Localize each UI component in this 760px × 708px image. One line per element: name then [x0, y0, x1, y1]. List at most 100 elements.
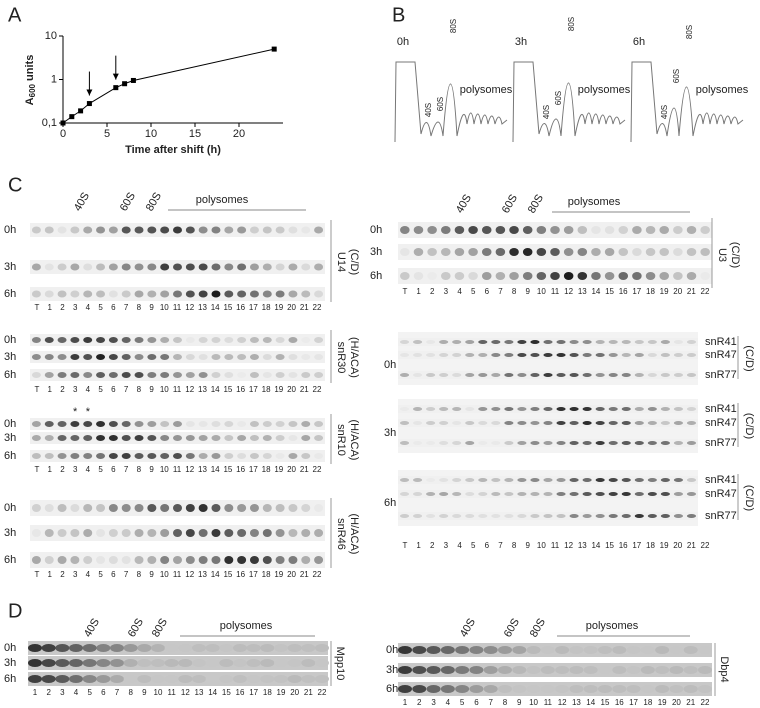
lane-label: 15 — [223, 465, 232, 474]
band — [121, 556, 131, 564]
band — [185, 290, 195, 298]
band — [82, 659, 97, 667]
band — [439, 407, 449, 411]
band — [543, 514, 553, 518]
band — [440, 666, 455, 674]
polysomes-label: polysomes — [196, 194, 249, 206]
band — [478, 421, 488, 425]
band — [465, 514, 475, 518]
band — [491, 340, 501, 344]
lane-label: 5 — [98, 465, 103, 474]
time-label: 6h — [4, 673, 16, 685]
band — [31, 556, 41, 564]
band — [412, 646, 427, 654]
band — [491, 492, 501, 496]
arrow-head — [112, 73, 119, 80]
band — [582, 340, 592, 344]
band — [498, 685, 512, 693]
band — [288, 453, 298, 459]
band — [426, 421, 436, 425]
band — [70, 556, 80, 564]
band — [673, 441, 683, 445]
lane-label: 5 — [460, 698, 465, 707]
lane-label: 7 — [124, 570, 129, 579]
fraction-label: 40S — [72, 190, 92, 213]
lane-label: 15 — [605, 541, 614, 550]
time-label: 0h — [4, 418, 16, 430]
lane-label: 20 — [287, 303, 296, 312]
lane-label: 7 — [124, 303, 129, 312]
band — [686, 248, 697, 256]
band — [634, 353, 644, 357]
band — [595, 340, 605, 344]
band — [275, 263, 285, 271]
band — [556, 340, 566, 344]
band — [69, 644, 83, 652]
band — [301, 226, 311, 234]
lane-label: 18 — [262, 385, 271, 394]
band — [137, 675, 152, 683]
band — [185, 435, 195, 441]
band — [441, 272, 451, 280]
band — [28, 644, 42, 652]
band — [28, 659, 42, 667]
band — [645, 248, 656, 256]
peak-label: 40S — [424, 103, 433, 117]
band — [530, 407, 540, 411]
band — [426, 685, 441, 693]
band — [634, 421, 644, 425]
band — [96, 354, 106, 360]
protein-name: Mpp10 — [334, 647, 346, 681]
band — [249, 529, 259, 537]
band — [108, 263, 118, 271]
band — [660, 340, 670, 344]
band — [517, 407, 527, 411]
band — [517, 514, 527, 518]
lane-label: 21 — [687, 287, 696, 296]
band — [121, 435, 131, 441]
band — [621, 340, 631, 344]
band — [555, 646, 570, 654]
lane-label: 18 — [262, 465, 271, 474]
band — [70, 372, 80, 378]
band — [249, 421, 259, 427]
lane-label: 15 — [601, 698, 610, 707]
band — [96, 675, 111, 683]
band — [612, 685, 627, 693]
y-axis-label-part: 600 — [28, 83, 37, 97]
band — [413, 492, 423, 496]
band — [512, 666, 527, 674]
band — [426, 492, 436, 496]
rna-name: snR77 — [705, 510, 737, 522]
band — [399, 441, 410, 445]
band — [412, 666, 427, 674]
time-label: 0h — [386, 644, 398, 656]
band — [399, 353, 410, 357]
band — [621, 407, 631, 411]
band — [198, 354, 208, 360]
lane-label: 13 — [578, 541, 587, 550]
lane-label: 12 — [185, 570, 194, 579]
band — [465, 340, 475, 344]
lane-label: 20 — [287, 385, 296, 394]
band — [301, 421, 311, 427]
lane-label: 16 — [236, 688, 245, 697]
lane-label: 3 — [444, 541, 449, 550]
band — [569, 478, 579, 482]
lane-label: 22 — [313, 303, 322, 312]
band — [198, 504, 208, 512]
band — [315, 659, 329, 667]
peak-label: 60S — [554, 91, 563, 105]
band — [211, 421, 221, 427]
lane-label: 10 — [160, 465, 169, 474]
band — [224, 263, 234, 271]
lane-label: 4 — [446, 698, 451, 707]
band — [569, 514, 579, 518]
lane-label: 5 — [98, 570, 103, 579]
band — [301, 354, 311, 360]
band — [481, 248, 492, 256]
band — [173, 372, 182, 378]
band — [686, 514, 697, 518]
lane-label: 5 — [471, 541, 476, 550]
band — [31, 337, 41, 343]
